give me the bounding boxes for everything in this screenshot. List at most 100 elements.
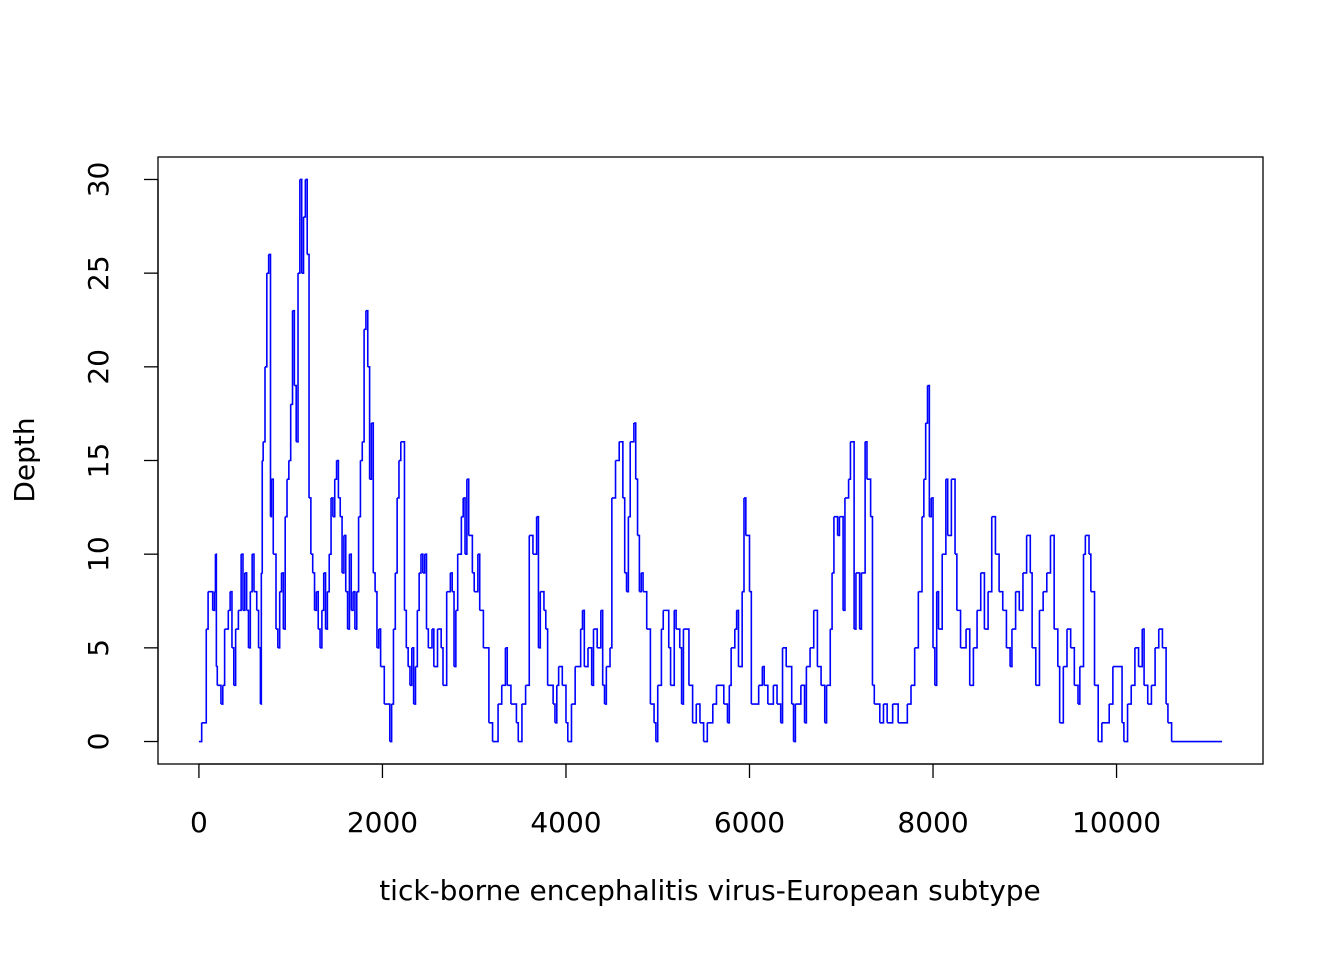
depth-step: [977, 572, 982, 612]
depth-step: [248, 591, 252, 649]
depth-step: [538, 591, 542, 649]
depth-step: [349, 553, 353, 611]
depth-step: [911, 647, 916, 687]
depth-step: [622, 497, 626, 573]
depth-step: [604, 666, 608, 705]
depth-step: [654, 721, 657, 742]
depth-step: [380, 665, 386, 705]
depth-step: [505, 647, 509, 686]
depth-step: [731, 629, 736, 649]
depth-step: [936, 590, 940, 630]
depth-step: [767, 685, 775, 705]
depth-step: [547, 684, 554, 705]
depth-step: [488, 721, 494, 742]
depth-step: [318, 628, 321, 648]
depth-step: [525, 535, 531, 687]
depth-step: [279, 572, 283, 593]
x-axis-label: tick-borne encephalitis virus-European s…: [379, 874, 1041, 907]
depth-step: [1067, 628, 1072, 648]
depth-step: [201, 629, 208, 724]
depth-step: [663, 609, 670, 648]
depth-step: [624, 572, 628, 592]
depth-step: [441, 647, 444, 686]
depth-step: [1043, 572, 1048, 593]
depth-step: [995, 553, 1000, 592]
depth-step: [260, 572, 263, 705]
depth-step: [393, 572, 397, 630]
depth-step: [637, 534, 641, 592]
depth-step: [558, 665, 564, 686]
depth-step: [668, 647, 672, 686]
depth-step: [716, 684, 725, 705]
depth-step: [554, 685, 558, 724]
depth-step: [887, 704, 894, 724]
depth-step: [397, 460, 400, 499]
depth-step: [268, 253, 272, 517]
x-tick-label: 0: [190, 806, 208, 839]
depth-step: [285, 479, 288, 518]
x-tick-label: 10000: [1072, 806, 1161, 839]
depth-step: [283, 516, 286, 630]
depth-step: [734, 610, 738, 630]
depth-step: [980, 572, 986, 630]
depth-step: [463, 497, 466, 555]
depth-step: [1010, 629, 1013, 668]
depth-step: [938, 554, 943, 630]
depth-step: [389, 704, 393, 743]
depth-step: [610, 497, 613, 649]
depth-step: [452, 590, 455, 667]
depth-step: [1098, 722, 1103, 743]
depth-step: [727, 685, 731, 724]
depth-step: [483, 647, 490, 723]
depth-step: [657, 629, 663, 687]
depth-step: [707, 704, 714, 724]
depth-step: [479, 609, 485, 648]
depth-step: [217, 684, 222, 705]
depth-step: [639, 572, 643, 593]
depth-step: [343, 534, 347, 592]
depth-step: [1147, 685, 1153, 705]
depth-step: [565, 721, 569, 742]
depth-step: [220, 685, 224, 705]
depth-step: [692, 704, 698, 724]
depth-step: [791, 703, 795, 742]
y-tick-label: 15: [82, 443, 115, 479]
depth-step: [391, 629, 395, 705]
depth-step: [571, 666, 576, 705]
depth-step: [762, 665, 765, 686]
y-tick-label: 20: [82, 349, 115, 385]
depth-step: [696, 703, 701, 723]
depth-step: [241, 553, 244, 611]
depth-step: [628, 441, 632, 518]
depth-step: [404, 609, 408, 648]
depth-step: [477, 553, 481, 611]
depth-step: [1059, 666, 1065, 724]
depth-step: [859, 572, 863, 630]
depth-step: [263, 366, 266, 443]
depth-step: [420, 553, 424, 573]
depth-step: [688, 684, 694, 723]
depth-step: [329, 497, 332, 555]
depth-step: [253, 590, 258, 611]
depth-step: [773, 684, 778, 705]
depth-step: [955, 553, 958, 611]
depth-step: [1085, 534, 1090, 555]
depth-step: [332, 479, 336, 518]
depth-step: [745, 534, 751, 592]
depth-step: [1039, 591, 1044, 612]
depth-step: [703, 722, 709, 743]
depth-step: [1158, 628, 1164, 648]
depth-step: [777, 703, 782, 723]
depth-step: [338, 497, 342, 517]
depth-step: [398, 441, 402, 462]
depth-step: [468, 534, 474, 573]
depth-step: [529, 534, 534, 555]
depth-step: [879, 704, 885, 724]
depth-step: [865, 440, 868, 480]
y-tick-label: 10: [82, 536, 115, 572]
y-tick-label: 25: [82, 255, 115, 291]
depth-step: [334, 460, 338, 481]
depth-step: [314, 591, 318, 612]
depth-step: [951, 478, 956, 555]
depth-step: [991, 515, 997, 555]
